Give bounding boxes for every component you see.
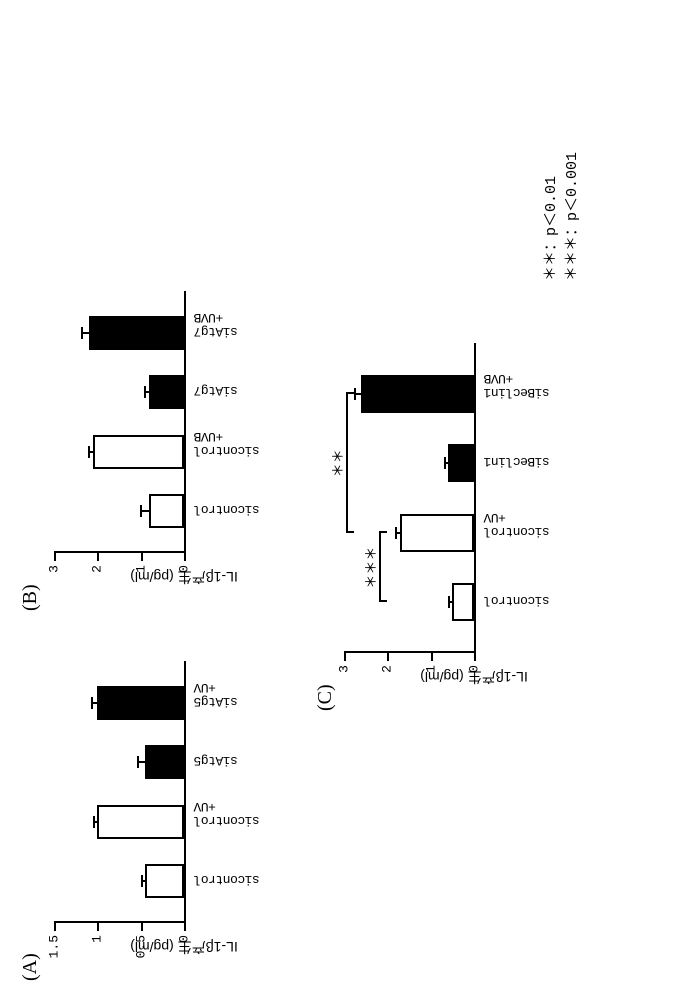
xtick-label: +UVB xyxy=(194,429,223,444)
panel-c: (C) IL-1β产生 (pg/ml) 0123 ＊＊＊＊＊ sicontrol… xyxy=(319,321,619,701)
ytick-label: 1 xyxy=(423,665,438,673)
ytick-label: 0 xyxy=(467,665,482,673)
panel-c-xaxis xyxy=(474,343,476,653)
xtick-label: +UV xyxy=(194,799,216,814)
xtick-label: sicontrol xyxy=(194,443,260,458)
ytick-label: 2 xyxy=(380,665,395,673)
legend-line-1: ＊＊：p＜0.01 xyxy=(539,152,560,281)
significance-label: ＊＊ xyxy=(328,449,348,477)
error-bar xyxy=(138,761,145,763)
xtick-label: siAtg7 xyxy=(194,383,238,398)
ytick-label: 1.5 xyxy=(47,935,62,958)
bar xyxy=(89,316,184,350)
significance-legend: ＊＊：p＜0.01 ＊＊＊：p＜0.001 xyxy=(539,152,581,281)
xtick-label: sicontrol xyxy=(484,524,550,539)
xtick-label: +UVB xyxy=(484,371,513,386)
xtick-label: +UV xyxy=(484,510,506,525)
significance-tick xyxy=(346,392,354,394)
panel-a-bars xyxy=(54,661,184,923)
panel-b: (B) IL-1β产生 (pg/ml) 0123 sicontrolsicont… xyxy=(29,281,309,601)
error-cap xyxy=(141,875,143,887)
xtick-label: siAtg7 xyxy=(194,324,238,339)
error-cap xyxy=(144,386,146,398)
panel-a-chart: IL-1β产生 (pg/ml) 00.511.5 sicontrolsicont… xyxy=(54,661,184,971)
bar xyxy=(97,686,184,720)
xtick-label: siAtg5 xyxy=(194,753,238,768)
ytick xyxy=(141,923,143,931)
ytick xyxy=(141,553,143,561)
panel-b-label: (B) xyxy=(19,584,42,611)
panel-b-bars xyxy=(54,291,184,553)
bar xyxy=(93,435,184,469)
ytick xyxy=(97,553,99,561)
xtick-label: sicontrol xyxy=(484,593,550,608)
ytick-label: 3 xyxy=(47,565,62,573)
ytick-label: 2 xyxy=(90,565,105,573)
significance-label: ＊＊＊ xyxy=(361,547,381,589)
significance-tick xyxy=(379,600,387,602)
panel-a-xaxis xyxy=(184,661,186,923)
panel-c-chart: IL-1β产生 (pg/ml) 0123 ＊＊＊＊＊ sicontrolsico… xyxy=(344,341,474,701)
panel-c-label: (C) xyxy=(314,684,337,711)
significance-tick xyxy=(346,531,354,533)
ytick xyxy=(184,923,186,931)
ytick-label: 3 xyxy=(337,665,352,673)
legend-line-2: ＊＊＊：p＜0.001 xyxy=(560,152,581,281)
bar xyxy=(97,805,184,839)
bar xyxy=(145,864,184,898)
panel-a-label: (A) xyxy=(19,953,42,981)
bar xyxy=(145,745,184,779)
ytick-label: 0 xyxy=(177,935,192,943)
panel-b-chart: IL-1β产生 (pg/ml) 0123 sicontrolsicontrol+… xyxy=(54,291,184,601)
bar xyxy=(149,375,184,409)
ytick-label: 1 xyxy=(90,935,105,943)
panel-b-xaxis xyxy=(184,291,186,553)
ytick-label: 1 xyxy=(133,565,148,573)
xtick-label: sicontrol xyxy=(194,813,260,828)
xtick-label: siBeclin1 xyxy=(484,454,550,469)
xtick-label: +UV xyxy=(194,680,216,695)
ytick xyxy=(387,653,389,661)
significance-tick xyxy=(379,531,387,533)
error-cap xyxy=(140,505,142,517)
ytick xyxy=(97,923,99,931)
ytick xyxy=(474,653,476,661)
panel-c-sig: ＊＊＊＊＊ xyxy=(344,343,474,653)
xtick-label: siAtg5 xyxy=(194,694,238,709)
panel-a: (A) IL-1β产生 (pg/ml) 00.511.5 sicontrolsi… xyxy=(29,651,309,971)
error-cap xyxy=(81,327,83,339)
ytick xyxy=(54,553,56,561)
ytick xyxy=(344,653,346,661)
ytick-label: 0 xyxy=(177,565,192,573)
error-cap xyxy=(91,697,93,709)
figure-container: (A) IL-1β产生 (pg/ml) 00.511.5 sicontrolsi… xyxy=(0,1,681,1001)
ytick xyxy=(184,553,186,561)
xtick-label: sicontrol xyxy=(194,872,260,887)
xtick-label: sicontrol xyxy=(194,502,260,517)
ytick xyxy=(431,653,433,661)
error-cap xyxy=(93,816,95,828)
ytick xyxy=(54,923,56,931)
bar xyxy=(149,494,184,528)
error-bar xyxy=(141,510,150,512)
xtick-label: +UVB xyxy=(194,310,223,325)
xtick-label: siBeclin1 xyxy=(484,385,550,400)
error-cap xyxy=(137,756,139,768)
ytick-label: 0.5 xyxy=(133,935,148,958)
error-cap xyxy=(88,446,90,458)
